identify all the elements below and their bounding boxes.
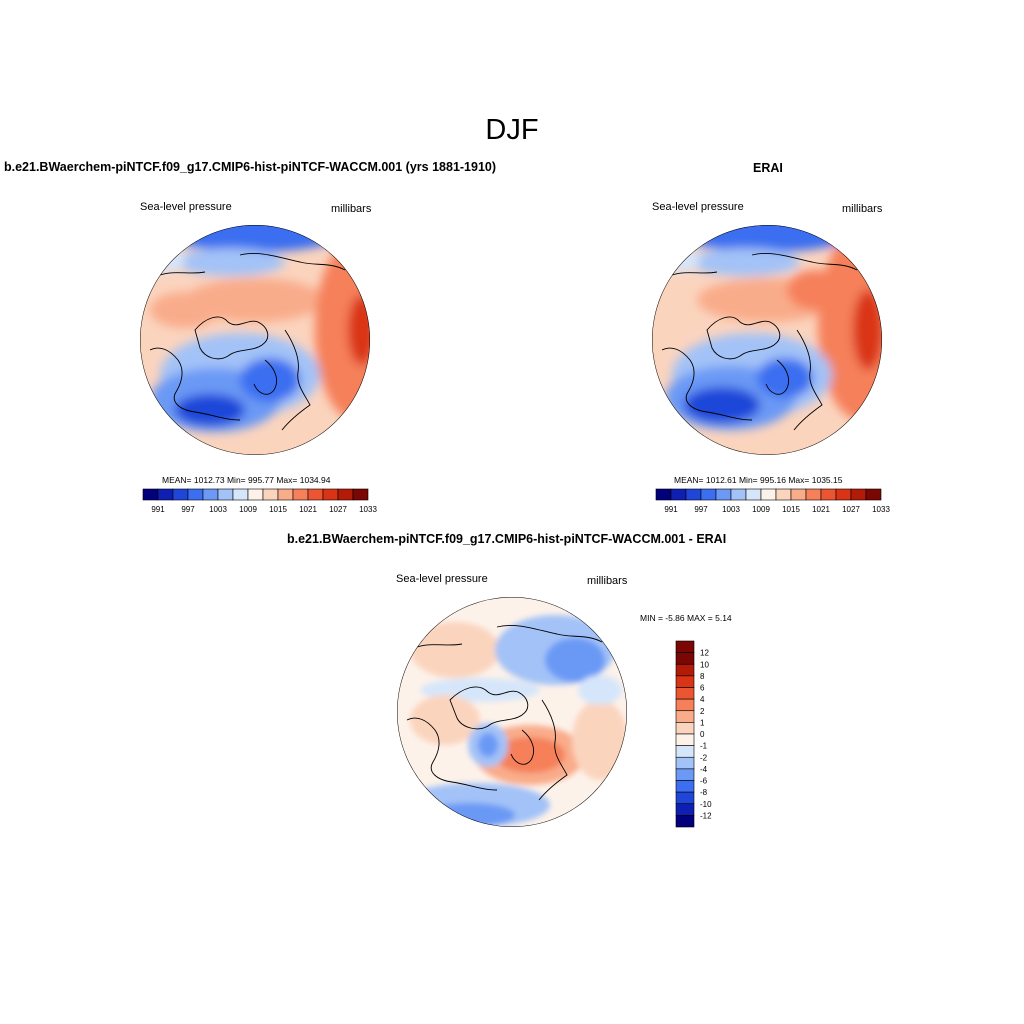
colorbar-swatch (675, 780, 695, 793)
figure-title: DJF (485, 114, 539, 146)
colorbar-swatch (730, 488, 747, 501)
colorbar-tick-label: 2 (700, 707, 705, 716)
colorbar-swatch (322, 488, 339, 501)
colorbar-tick-label: -12 (700, 811, 712, 820)
colorbar-swatch (675, 745, 695, 758)
colorbar-tick-label: 10 (700, 660, 709, 669)
colorbar-swatch (247, 488, 264, 501)
colorbar-tick-label: 1015 (782, 505, 800, 514)
colorbar-swatch (675, 663, 695, 677)
colorbar-tick-label: -8 (700, 788, 708, 797)
colorbar-tick-label: 1003 (722, 505, 740, 514)
colorbar-swatch (187, 488, 204, 501)
colorbar-panel2: 991 997 1003 1009 1015 1021 1027 1033 (655, 488, 890, 514)
colorbar-tick-label: 1021 (812, 505, 830, 514)
colorbar-swatch (217, 488, 234, 501)
colorbar-swatch (675, 698, 695, 712)
colorbar-swatch (675, 652, 695, 665)
map-panel3 (397, 597, 627, 827)
panel2-units-label: millibars (842, 203, 883, 215)
colorbar-swatch (675, 733, 695, 746)
colorbar-tick-label: 997 (181, 505, 195, 514)
colorbar-tick-label: 4 (700, 695, 705, 704)
colorbar-tick-label: 1009 (239, 505, 257, 514)
colorbar-swatch (675, 687, 695, 700)
colorbar-tick-label: 1027 (842, 505, 860, 514)
colorbar-tick-label: 1 (700, 718, 705, 727)
panel1-title: b.e21.BWaerchem-piNTCF.f09_g17.CMIP6-his… (4, 160, 497, 174)
colorbar-tick-label: 6 (700, 684, 705, 693)
panel2-stats: MEAN= 1012.61 Min= 995.16 Max= 1035.15 (674, 475, 843, 485)
colorbar-tick-label: 991 (664, 505, 678, 514)
colorbar-tick-label: 1033 (872, 505, 890, 514)
colorbar-swatch (820, 488, 837, 501)
colorbar-swatch (790, 488, 807, 501)
colorbar-tick-label: -2 (700, 753, 708, 762)
colorbar-swatch (675, 710, 695, 723)
map-panel1 (140, 225, 370, 455)
colorbar-swatch (805, 488, 822, 501)
colorbar-tick-label: -6 (700, 777, 708, 786)
colorbar-swatch (700, 488, 717, 501)
colorbar-swatch (675, 803, 695, 816)
colorbar-tick-label: -10 (700, 800, 712, 809)
colorbar-tick-label: 1009 (752, 505, 770, 514)
colorbar-swatch (675, 768, 695, 781)
colorbar-tick-label: 1033 (359, 505, 377, 514)
colorbar-swatch (675, 675, 695, 688)
colorbar-swatch (157, 488, 174, 501)
panel1-variable-label: Sea-level pressure (140, 201, 232, 213)
colorbar-swatch (675, 791, 695, 805)
colorbar-swatch (202, 488, 219, 501)
panel1-stats: MEAN= 1012.73 Min= 995.77 Max= 1034.94 (162, 475, 331, 485)
colorbar-tick-label: 12 (700, 649, 709, 658)
map-panel2 (652, 225, 882, 455)
colorbar-swatch (675, 756, 695, 770)
colorbar-tick-label: 8 (700, 672, 705, 681)
colorbar-tick-label: 0 (700, 730, 705, 739)
colorbar-swatch (337, 488, 354, 501)
panel3-title: b.e21.BWaerchem-piNTCF.f09_g17.CMIP6-his… (287, 532, 727, 546)
colorbar-tick-label: 1003 (209, 505, 227, 514)
colorbar-swatch (655, 488, 672, 501)
panel2-variable-label: Sea-level pressure (652, 201, 744, 213)
colorbar-swatch (352, 488, 369, 501)
colorbar-swatch (262, 488, 279, 501)
colorbar-swatch (745, 488, 762, 501)
colorbar-tick-label: 991 (151, 505, 165, 514)
colorbar-tick-label: 997 (694, 505, 708, 514)
panel3-variable-label: Sea-level pressure (396, 573, 488, 585)
colorbar-swatch (865, 488, 882, 501)
colorbar-tick-label: 1027 (329, 505, 347, 514)
colorbar-tick-label: -4 (700, 765, 708, 774)
colorbar-swatch (307, 488, 324, 501)
colorbar-swatch (142, 488, 159, 501)
colorbar-swatch (670, 488, 687, 501)
colorbar-swatch (760, 488, 777, 501)
colorbar-tick-label: 1015 (269, 505, 287, 514)
panel3-stats: MIN = -5.86 MAX = 5.14 (640, 613, 732, 623)
colorbar-swatch (775, 488, 792, 501)
colorbar-swatch (675, 722, 695, 735)
colorbar-swatch (232, 488, 249, 501)
panel3-units-label: millibars (587, 575, 628, 587)
colorbar-panel1: 991 997 1003 1009 1015 1021 1027 1033 (142, 488, 377, 514)
colorbar-swatch (850, 488, 867, 501)
colorbar-swatch (675, 815, 695, 828)
colorbar-swatch (675, 640, 695, 653)
colorbar-swatch (172, 488, 189, 501)
colorbar-tick-label: -1 (700, 742, 708, 751)
colorbar-swatch (277, 488, 294, 501)
colorbar-swatch (715, 488, 732, 501)
colorbar-swatch (835, 488, 852, 501)
panel2-title: ERAI (753, 161, 783, 175)
colorbar-swatch (292, 488, 309, 501)
colorbar-tick-label: 1021 (299, 505, 317, 514)
panel1-units-label: millibars (331, 203, 372, 215)
colorbar-swatch (685, 488, 702, 501)
